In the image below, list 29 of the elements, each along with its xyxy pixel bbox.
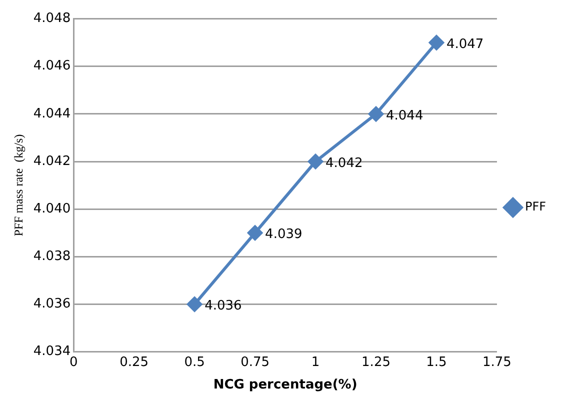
x-tick-label: 0.5 — [184, 354, 205, 370]
point — [187, 296, 202, 312]
y-tick-label: 4.036 — [33, 296, 71, 312]
x-axis-title: NCG percentage(%) — [213, 378, 358, 393]
data-label: 4.047 — [446, 36, 484, 52]
y-axis-title: PFF mass rate (kg/s) — [11, 134, 26, 236]
x-tick-label: 0.75 — [240, 354, 270, 370]
x-tick-label: 1.75 — [482, 354, 512, 370]
y-tick-label: 4.034 — [33, 344, 71, 360]
data-label: 4.042 — [326, 156, 363, 171]
x-tick-label: 1.5 — [426, 354, 447, 370]
x-tick-label: 1 — [311, 354, 320, 370]
point — [368, 106, 384, 122]
y-tick-label: 4.044 — [33, 106, 71, 122]
x-tick-label: 0.25 — [120, 354, 149, 370]
x-tick-label: 0 — [69, 354, 78, 370]
y-tick-label: 4.048 — [33, 11, 71, 26]
point — [308, 154, 324, 170]
y-tick-label: 4.038 — [33, 249, 71, 264]
data-label: 4.039 — [265, 227, 302, 242]
data-label: 4.044 — [386, 108, 424, 124]
y-tick-label: 4.046 — [33, 58, 71, 74]
point — [248, 225, 263, 240]
point — [428, 35, 444, 50]
legend-label: PFF — [524, 200, 546, 214]
data-label: 4.036 — [204, 298, 242, 314]
y-tick-label: 4.040 — [33, 201, 71, 216]
x-tick-label: 1.25 — [362, 354, 390, 370]
y-tick-label: 4.042 — [33, 154, 71, 169]
